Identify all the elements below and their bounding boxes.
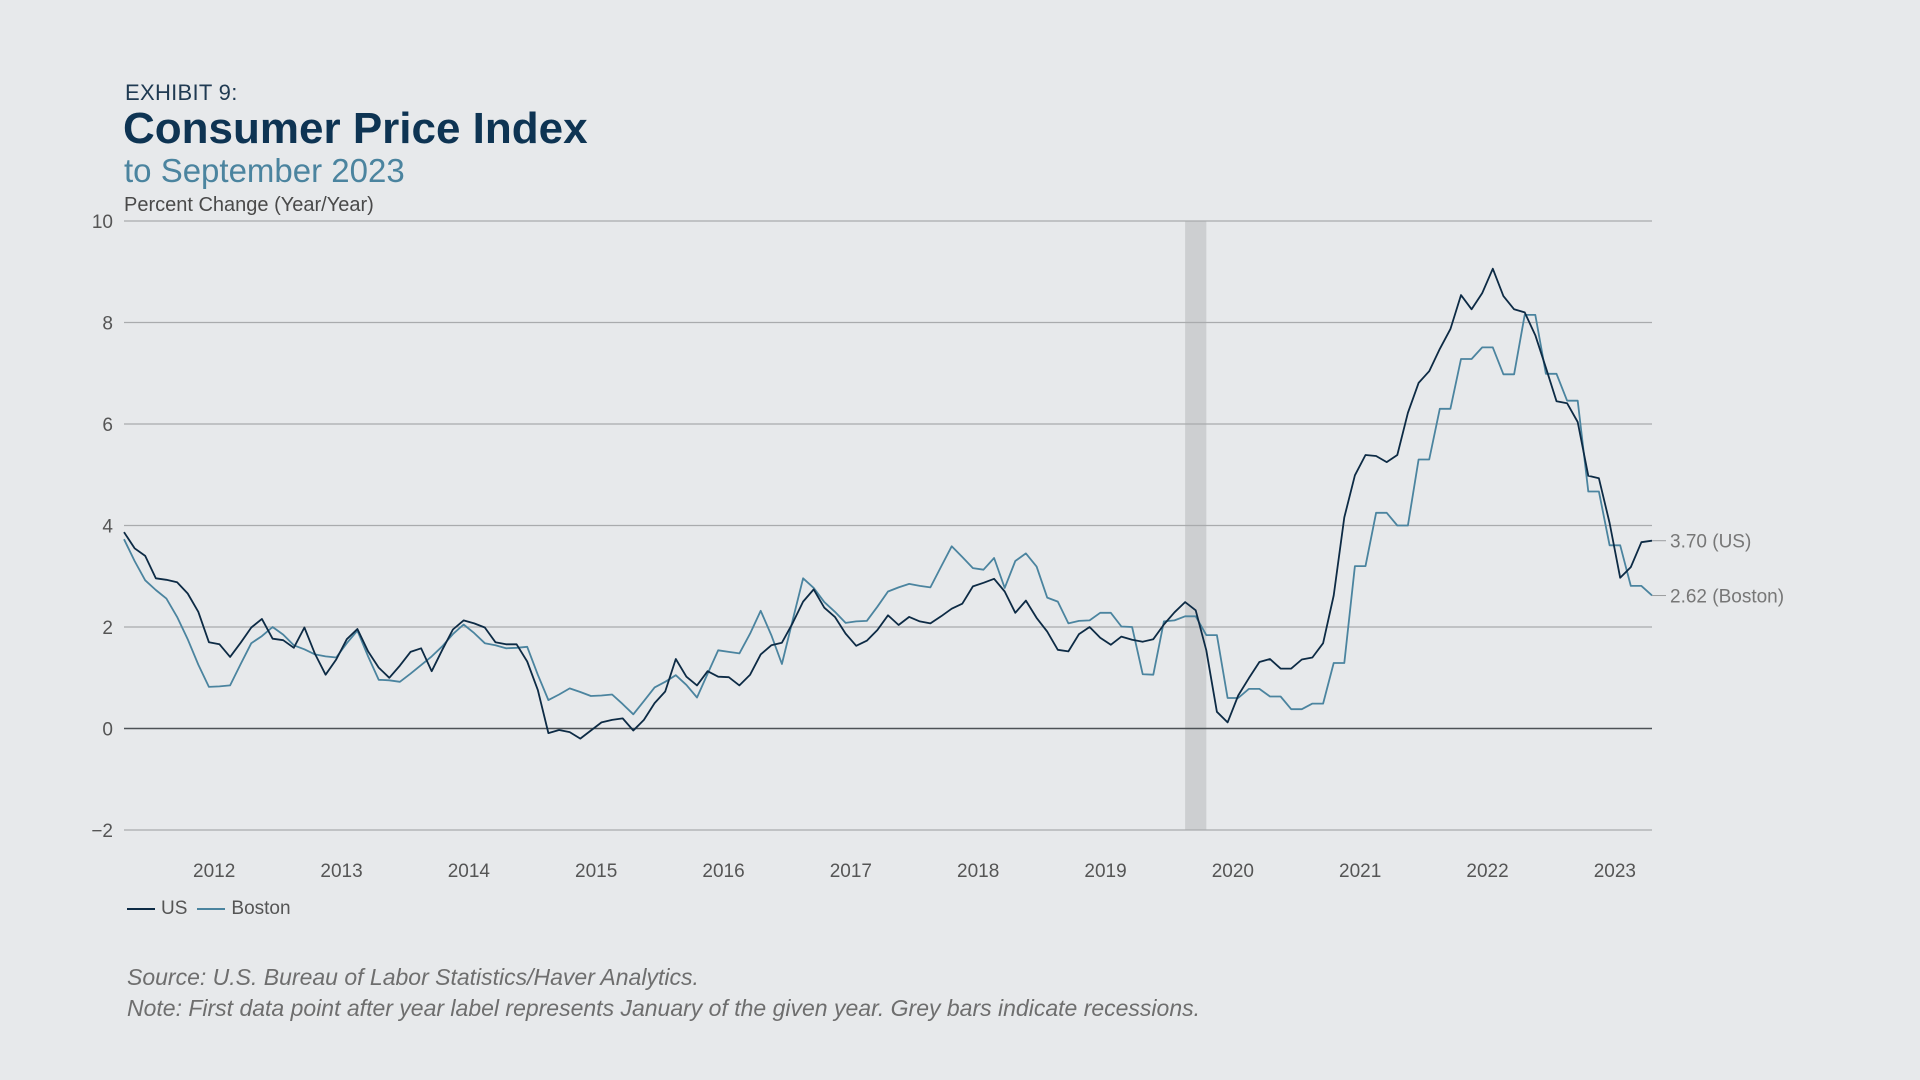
x-tick-label: 2014 (448, 861, 491, 882)
x-tick-label: 2022 (1466, 861, 1508, 882)
end-labels: 3.70 (US) 2.62 (Boston) (1652, 532, 1784, 608)
y-tick-label: −2 (91, 821, 113, 842)
end-label-us: 3.70 (US) (1670, 532, 1751, 553)
x-tick-label: 2020 (1212, 861, 1254, 882)
y-tick-label: 4 (102, 517, 113, 538)
exhibit-label: EXHIBIT 9: (125, 80, 238, 105)
y-tick-label: 8 (102, 314, 113, 335)
x-tick-label: 2016 (702, 861, 744, 882)
legend-label-boston: Boston (231, 898, 291, 919)
series-line-us (123, 267, 1653, 740)
legend-label-us: US (161, 898, 188, 919)
x-tick-labels: 2012 2013 2014 2015 2016 2017 2018 2019 2020 2021… (193, 861, 1636, 882)
series-line-boston (123, 313, 1653, 716)
x-tick-label: 2023 (1594, 861, 1636, 882)
legend-swatch-us (127, 908, 155, 910)
x-tick-label: 2018 (957, 861, 999, 882)
gridlines (124, 220, 1652, 831)
x-tick-label: 2017 (830, 861, 872, 882)
legend: US Boston (127, 898, 301, 920)
y-tick-label: 2 (102, 618, 113, 639)
y-tick-labels: −2 0 2 4 6 8 10 (91, 212, 113, 842)
legend-item-us: US (127, 898, 187, 920)
source-note: Source: U.S. Bureau of Labor Statistics/… (127, 964, 699, 990)
x-tick-label: 2013 (320, 861, 362, 882)
y-axis-label: Percent Change (Year/Year) (124, 194, 374, 216)
y-tick-label: 0 (102, 720, 113, 741)
legend-item-boston: Boston (197, 898, 291, 920)
chart-subtitle: to September 2023 (124, 152, 405, 189)
explanatory-note: Note: First data point after year label … (127, 995, 1201, 1021)
chart-title: Consumer Price Index (123, 104, 588, 153)
x-tick-label: 2021 (1339, 861, 1381, 882)
legend-swatch-boston (197, 908, 226, 910)
x-tick-label: 2019 (1084, 861, 1126, 882)
series-lines (123, 267, 1653, 740)
y-tick-label: 6 (102, 415, 113, 436)
footnotes: Source: U.S. Bureau of Labor Statistics/… (127, 962, 1200, 1024)
end-label-boston: 2.62 (Boston) (1670, 587, 1784, 608)
x-tick-label: 2015 (575, 861, 617, 882)
x-tick-label: 2012 (193, 861, 235, 882)
y-tick-label: 10 (92, 212, 113, 233)
